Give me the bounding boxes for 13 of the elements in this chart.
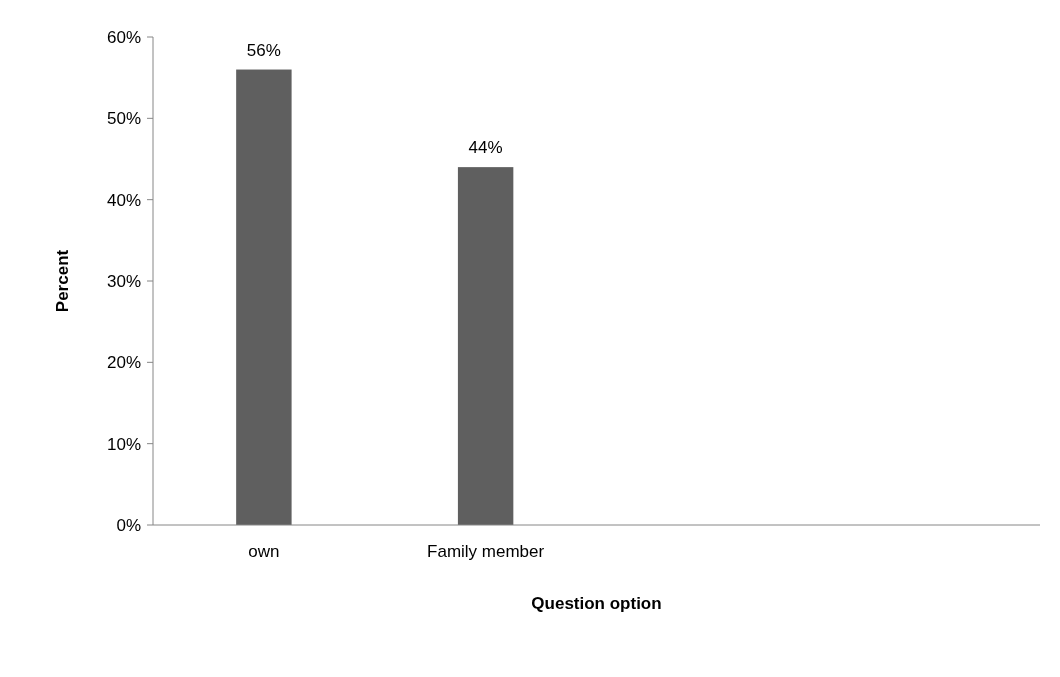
y-axis-title: Percent [53, 249, 72, 313]
data-label: 44% [468, 138, 503, 158]
y-tick-label: 40% [106, 190, 141, 210]
y-tick-label: 10% [106, 434, 141, 454]
data-label: 56% [246, 40, 281, 60]
y-tick-label: 20% [106, 353, 141, 373]
y-tick-label: 30% [106, 271, 141, 291]
x-tick-label: own [248, 542, 280, 561]
y-tick-label: 0% [116, 515, 141, 535]
x-axis-title: Question option [531, 594, 662, 613]
y-tick-label: 60% [106, 27, 141, 47]
x-tick-label: Family member [427, 542, 545, 561]
y-tick-label: 50% [106, 109, 141, 129]
